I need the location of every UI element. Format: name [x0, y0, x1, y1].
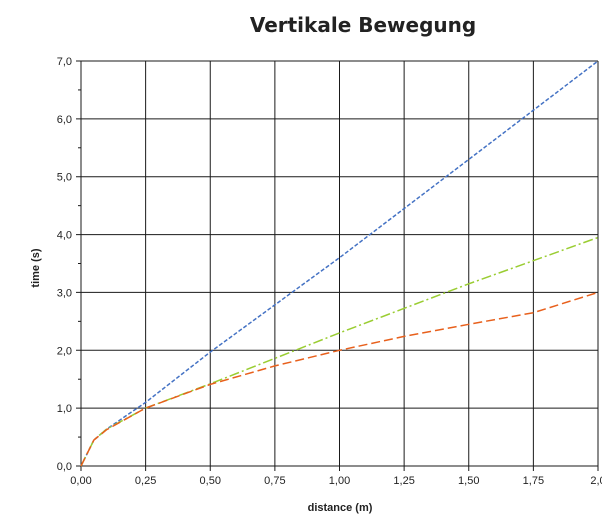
x-axis-label: distance (m): [308, 502, 373, 514]
y-tick-label: 4,0: [57, 230, 72, 242]
x-tick-label: 0,00: [70, 475, 91, 487]
x-axis-ticks: 0,00 0,25 0,50 0,75 1,00 1,25 1,50 1,75 2,0: [70, 475, 602, 487]
x-tick-label: 2,0: [590, 475, 602, 487]
x-tick-label: 1,25: [393, 475, 414, 487]
y-tick-label: 5,0: [57, 172, 72, 184]
y-tick-label: 2,0: [57, 345, 72, 357]
x-tick-label: 1,50: [458, 475, 479, 487]
y-tick-label: 3,0: [57, 287, 72, 299]
y-tick-label: 6,0: [57, 114, 72, 126]
chart-title: Vertikale Bewegung: [250, 13, 476, 37]
y-tick-label: 7,0: [57, 56, 72, 68]
x-tick-label: 0,75: [264, 475, 285, 487]
x-tick-label: 0,25: [135, 475, 156, 487]
y-axis-label: time (s): [30, 248, 42, 287]
x-tick-label: 0,50: [200, 475, 221, 487]
series-group: [80, 60, 599, 467]
x-tick-label: 1,75: [523, 475, 544, 487]
y-axis-ticks: 0,0 1,0 2,0 3,0 4,0 5,0 6,0 7,0: [57, 56, 72, 473]
x-tick-label: 1,00: [329, 475, 350, 487]
grid: [76, 60, 599, 471]
y-tick-label: 0,0: [57, 461, 72, 473]
series-line-3: [80, 291, 599, 467]
y-tick-label: 1,0: [57, 403, 72, 415]
